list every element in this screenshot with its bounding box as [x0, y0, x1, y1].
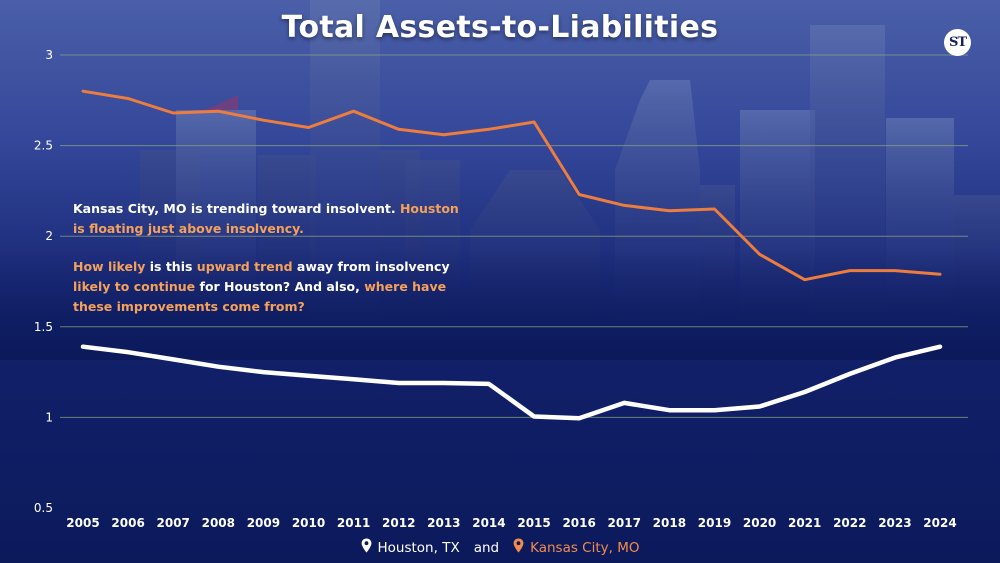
annotation-segment: where have these improvements come from?	[73, 279, 447, 314]
x-tick-label: 2024	[923, 516, 956, 530]
series-line-kansas-city	[81, 89, 942, 282]
x-tick-label: 2011	[337, 516, 370, 530]
map-pin-icon	[361, 538, 372, 557]
x-tick-label: 2007	[157, 516, 190, 530]
annotation-segment: upward trend	[196, 259, 293, 274]
chart-legend: Houston, TX and Kansas City, MO	[0, 538, 1000, 557]
x-tick-label: 2012	[382, 516, 415, 530]
annotation-segment: Houston is floating just above insolvenc…	[73, 201, 459, 236]
annotation-paragraph-2: How likely is this upward trend away fro…	[73, 257, 468, 317]
x-tick-label: 2017	[608, 516, 641, 530]
y-tick-label: 1	[45, 410, 53, 424]
map-pin-icon	[513, 538, 524, 557]
x-tick-label: 2005	[66, 516, 99, 530]
y-tick-label: 2.5	[34, 139, 53, 153]
y-tick-label: 0.5	[34, 501, 53, 515]
x-tick-label: 2013	[427, 516, 460, 530]
legend-houston-label: Houston, TX	[377, 539, 460, 556]
annotation-segment: How likely	[73, 259, 146, 274]
annotation-segment: away from insolvency	[292, 259, 450, 274]
x-tick-label: 2010	[292, 516, 325, 530]
y-tick-label: 2	[45, 229, 53, 243]
x-tick-label: 2015	[517, 516, 550, 530]
x-tick-label: 2022	[833, 516, 866, 530]
x-tick-label: 2020	[743, 516, 776, 530]
annotation-segment: for Houston? And also,	[195, 279, 365, 294]
y-tick-label: 3	[45, 48, 53, 62]
legend-separator: and	[473, 539, 500, 556]
annotation-paragraph-1: Kansas City, MO is trending toward insol…	[73, 199, 468, 239]
x-tick-label: 2021	[788, 516, 821, 530]
annotation-segment: likely to continue	[73, 279, 196, 294]
x-tick-label: 2008	[202, 516, 235, 530]
chart-title: Total Assets-to-Liabilities	[281, 10, 719, 45]
legend-kansas-city-label: Kansas City, MO	[530, 539, 640, 556]
annotation-segment: Kansas City, MO is trending toward insol…	[73, 201, 400, 216]
x-tick-label: 2016	[562, 516, 595, 530]
x-tick-label: 2006	[111, 516, 144, 530]
x-tick-label: 2014	[472, 516, 505, 530]
x-tick-label: 2023	[878, 516, 911, 530]
x-tick-label: 2019	[698, 516, 731, 530]
series-line-houston	[80, 344, 943, 421]
x-tick-label: 2009	[247, 516, 280, 530]
x-tick-label: 2018	[653, 516, 686, 530]
y-tick-label: 1.5	[34, 320, 53, 334]
annotation-segment: is this	[145, 259, 197, 274]
publisher-logo: ST	[944, 29, 971, 56]
